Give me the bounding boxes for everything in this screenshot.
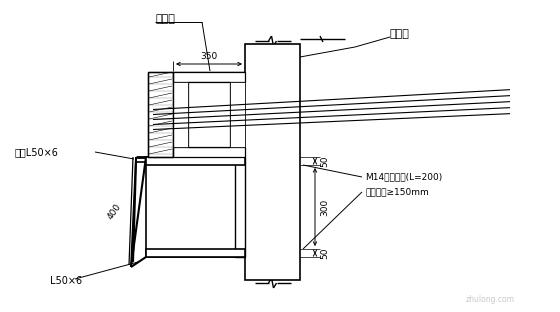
- Text: 400: 400: [105, 202, 123, 222]
- Text: 钢腰梁: 钢腰梁: [155, 14, 175, 24]
- Bar: [230, 82, 245, 147]
- Bar: [173, 147, 245, 157]
- Bar: [146, 249, 245, 257]
- Bar: [173, 72, 245, 82]
- Bar: [148, 72, 173, 157]
- Bar: [148, 72, 173, 157]
- Bar: [188, 82, 230, 147]
- Text: 50: 50: [320, 155, 329, 167]
- Text: 300: 300: [320, 198, 329, 216]
- Bar: [235, 157, 245, 257]
- Text: 50: 50: [320, 247, 329, 259]
- Text: 通长L50×6: 通长L50×6: [15, 147, 59, 157]
- Text: zhulong.com: zhulong.com: [465, 295, 515, 304]
- Text: L50×6: L50×6: [50, 276, 82, 286]
- Text: 350: 350: [200, 52, 218, 61]
- Bar: [146, 157, 245, 165]
- Bar: [173, 82, 188, 147]
- Text: 护坡桩: 护坡桩: [390, 29, 410, 39]
- Bar: [245, 44, 300, 280]
- Text: 伸入桩身≥150mm: 伸入桩身≥150mm: [365, 188, 429, 197]
- Text: M14膨胀螺栓(L=200): M14膨胀螺栓(L=200): [365, 173, 442, 182]
